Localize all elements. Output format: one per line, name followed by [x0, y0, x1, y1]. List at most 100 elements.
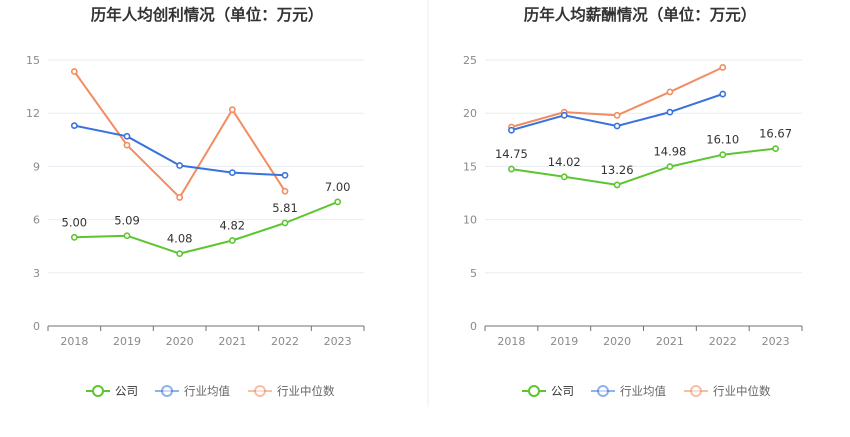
legend-marker-icon — [690, 385, 702, 397]
chart-profit: 历年人均创利情况（单位：万元） 0 3 6 9 12 15 2018 2019 2020 2021 2… — [26, 5, 365, 398]
x-tick-label: 2018 — [497, 335, 525, 348]
legend-marker-icon — [597, 385, 609, 397]
x-tick-label: 2020 — [603, 335, 631, 348]
legend-marker-icon — [92, 385, 104, 397]
data-label: 5.00 — [62, 215, 88, 229]
data-label: 16.10 — [706, 133, 739, 147]
data-point — [123, 141, 131, 149]
data-label: 14.98 — [653, 145, 686, 159]
data-point — [666, 163, 674, 171]
legend-item-industry_median[interactable]: 行业中位数 — [248, 384, 335, 398]
data-point — [508, 165, 515, 173]
data-point — [719, 151, 727, 159]
legend-label: 公司 — [115, 384, 138, 398]
data-point — [228, 106, 236, 114]
data-point — [508, 126, 515, 134]
y-tick-label: 0 — [470, 320, 477, 333]
legend: 公司 行业均值 行业中位数 — [86, 384, 335, 398]
y-tick-label: 6 — [33, 214, 40, 227]
legend-item-industry_median[interactable]: 行业中位数 — [684, 384, 771, 398]
data-label: 5.81 — [272, 201, 298, 215]
data-point — [719, 90, 727, 98]
data-point — [560, 173, 568, 181]
data-point — [560, 111, 568, 119]
series-industry_median — [70, 68, 289, 201]
legend-label: 行业均值 — [620, 384, 666, 398]
legend-label: 行业中位数 — [277, 384, 335, 398]
data-point — [281, 219, 289, 227]
data-point — [123, 132, 131, 140]
chart-title: 历年人均薪酬情况（单位：万元） — [524, 5, 757, 24]
y-tick-label: 3 — [33, 267, 40, 280]
series-line — [74, 200, 339, 255]
y-tick-label: 20 — [463, 107, 477, 120]
legend-label: 公司 — [551, 384, 574, 398]
data-label: 14.75 — [495, 147, 528, 161]
chart-title: 历年人均创利情况（单位：万元） — [91, 5, 324, 24]
chart-salary: 历年人均薪酬情况（单位：万元） 0 5 10 15 20 25 2018 2019 2020 202… — [463, 5, 803, 398]
x-tick-label: 2021 — [218, 335, 246, 348]
data-point — [176, 250, 184, 258]
data-label: 7.00 — [325, 180, 351, 194]
data-label: 4.08 — [167, 232, 193, 246]
data-point — [613, 122, 621, 130]
legend-marker-icon — [161, 385, 173, 397]
legend-marker-icon — [254, 385, 266, 397]
x-tick-label: 2019 — [113, 335, 141, 348]
y-tick-label: 5 — [470, 267, 477, 280]
y-tick-label: 25 — [463, 54, 477, 67]
data-point — [772, 145, 779, 153]
x-tick-label: 2018 — [60, 335, 88, 348]
data-label: 4.82 — [220, 219, 246, 233]
data-point — [123, 232, 131, 240]
data-point — [719, 64, 727, 71]
x-tick-label: 2020 — [166, 335, 194, 348]
data-point — [70, 68, 78, 75]
y-tick-label: 9 — [33, 160, 40, 173]
data-label: 14.02 — [548, 155, 581, 169]
legend-label: 行业中位数 — [713, 384, 771, 398]
legend-item-industry_avg[interactable]: 行业均值 — [155, 384, 230, 398]
legend-item-company[interactable]: 公司 — [86, 384, 138, 398]
series-company: 14.75 14.02 13.26 14.98 16.10 16.67 — [495, 127, 792, 189]
series-industry_avg — [508, 90, 727, 134]
y-tick-label: 12 — [26, 107, 40, 120]
data-label: 5.09 — [114, 214, 140, 228]
x-tick-label: 2023 — [762, 335, 790, 348]
data-point — [613, 111, 621, 119]
data-point — [281, 171, 289, 179]
data-point — [70, 122, 78, 130]
series-line — [511, 147, 776, 186]
y-tick-label: 0 — [33, 320, 40, 333]
data-point — [613, 181, 621, 189]
legend-item-industry_avg[interactable]: 行业均值 — [591, 384, 666, 398]
y-tick-label: 15 — [26, 54, 40, 67]
x-tick-label: 2023 — [324, 335, 352, 348]
data-point — [70, 233, 78, 241]
data-point — [228, 237, 236, 244]
data-point — [334, 198, 342, 206]
data-point — [176, 194, 184, 201]
data-label: 13.26 — [601, 163, 634, 177]
y-tick-label: 15 — [463, 160, 477, 173]
data-point — [666, 88, 674, 96]
data-point — [228, 169, 236, 177]
y-tick-label: 10 — [463, 214, 477, 227]
legend-marker-icon — [528, 385, 540, 397]
series-line — [73, 70, 286, 199]
data-point — [281, 187, 289, 195]
legend-label: 行业均值 — [184, 384, 230, 398]
x-tick-label: 2022 — [709, 335, 737, 348]
series-industry_avg — [70, 122, 289, 179]
data-point — [176, 162, 184, 169]
x-tick-label: 2022 — [271, 335, 299, 348]
series-industry_median — [508, 64, 727, 131]
data-label: 16.67 — [759, 127, 792, 141]
legend: 公司 行业均值 行业中位数 — [522, 384, 771, 398]
data-point — [666, 108, 674, 116]
x-tick-label: 2021 — [656, 335, 684, 348]
x-tick-label: 2019 — [550, 335, 578, 348]
legend-item-company[interactable]: 公司 — [522, 384, 574, 398]
